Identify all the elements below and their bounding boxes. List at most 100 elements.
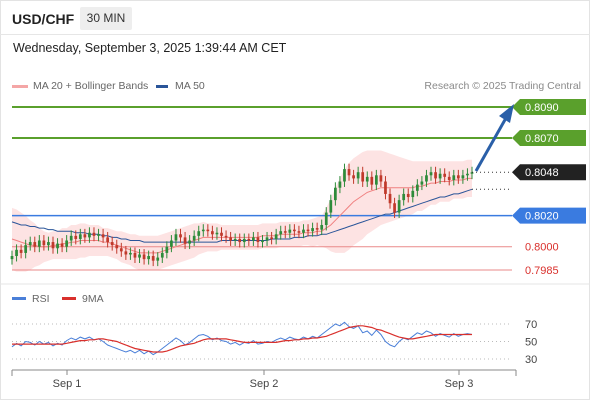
- candle-body: [261, 240, 264, 243]
- candle: [10, 250, 14, 265]
- candle-body: [78, 234, 82, 239]
- level-tag-0.8020: 0.8020: [512, 207, 586, 224]
- candle: [69, 230, 73, 246]
- forecast-arrow-head: [499, 104, 514, 123]
- candle: [329, 194, 333, 218]
- candle: [206, 224, 210, 237]
- candle-body: [215, 232, 219, 235]
- candle: [183, 231, 187, 250]
- candle: [261, 235, 264, 248]
- candle-body: [97, 234, 100, 236]
- candle: [174, 228, 178, 246]
- candle-body: [329, 200, 333, 213]
- candle: [461, 169, 465, 184]
- candle: [129, 247, 132, 260]
- level-tag-shape: [512, 130, 586, 147]
- candle-body: [334, 187, 337, 201]
- candle: [324, 207, 328, 231]
- candle: [397, 194, 401, 218]
- bollinger-band: [12, 150, 472, 272]
- candle: [115, 239, 119, 254]
- candle-body: [24, 245, 28, 253]
- candle-body: [19, 249, 23, 253]
- candle: [334, 182, 337, 206]
- candle: [315, 222, 319, 236]
- candle-body: [147, 256, 150, 260]
- candle: [110, 236, 114, 251]
- current-price-label: 0.8048: [525, 167, 559, 179]
- candle: [101, 228, 105, 243]
- candle: [24, 239, 28, 259]
- candle: [343, 163, 346, 187]
- candle-body: [211, 231, 214, 235]
- candle-body: [352, 175, 355, 179]
- candle-body: [384, 181, 387, 194]
- candle: [311, 222, 314, 237]
- candle-body: [129, 252, 132, 255]
- candle-body: [297, 231, 301, 233]
- candle-body: [138, 254, 141, 258]
- candle-body: [170, 240, 173, 247]
- top-divider: [0, 34, 590, 35]
- candle: [361, 166, 365, 187]
- candle: [188, 235, 191, 250]
- candle: [179, 228, 182, 243]
- candle-body: [83, 234, 87, 238]
- candle-body: [60, 243, 64, 247]
- rsi-ma-line: [12, 325, 472, 353]
- candle: [28, 236, 32, 251]
- candle: [147, 250, 150, 265]
- ma20-legend-label: MA 20 + Bollinger Bands: [33, 80, 149, 92]
- level-label-0.7985: 0.7985: [525, 265, 559, 277]
- candle-body: [247, 238, 251, 241]
- candle: [65, 235, 69, 253]
- candle-body: [115, 245, 119, 249]
- candle-body: [188, 240, 191, 244]
- candle-body: [220, 232, 223, 236]
- candle-body: [406, 193, 410, 198]
- timeframe-button[interactable]: 30 MIN: [80, 7, 132, 30]
- candle: [156, 252, 160, 267]
- candle: [220, 227, 223, 242]
- candle-body: [461, 175, 465, 179]
- top-bar: USD/CHF 30 MIN: [0, 0, 590, 34]
- symbol-title: USD/CHF: [12, 11, 75, 27]
- candle-body: [361, 172, 365, 182]
- rsi-tick-label: 70: [525, 319, 537, 331]
- candle-body: [110, 242, 114, 246]
- candle: [106, 231, 110, 248]
- candle-body: [174, 234, 178, 241]
- candle: [192, 230, 196, 246]
- candle: [47, 236, 50, 251]
- candle-body: [447, 176, 451, 180]
- candle: [124, 245, 128, 260]
- candle-body: [470, 172, 474, 174]
- candle-body: [288, 229, 292, 233]
- candle: [142, 249, 146, 265]
- candle-body: [33, 242, 37, 247]
- candle: [247, 233, 251, 246]
- candle-body: [160, 252, 164, 258]
- candle-body: [270, 237, 273, 239]
- candle-body: [324, 212, 328, 225]
- candle: [293, 224, 296, 237]
- candle-body: [156, 257, 160, 261]
- candle-body: [393, 203, 396, 213]
- candle-body: [119, 248, 123, 252]
- candle-body: [434, 172, 437, 179]
- candle: [56, 238, 59, 254]
- rsi-ma-legend-label: 9MA: [82, 293, 104, 305]
- candle-body: [37, 240, 41, 247]
- candle-body: [224, 235, 228, 238]
- candle: [270, 231, 273, 245]
- candle: [466, 168, 469, 181]
- candle: [447, 171, 451, 186]
- candle-body: [370, 176, 374, 185]
- candle: [425, 169, 428, 187]
- rsi-line: [11, 321, 473, 356]
- candle-body: [206, 229, 210, 232]
- candle-body: [456, 175, 460, 179]
- candle: [456, 169, 460, 184]
- candle-body: [302, 229, 305, 233]
